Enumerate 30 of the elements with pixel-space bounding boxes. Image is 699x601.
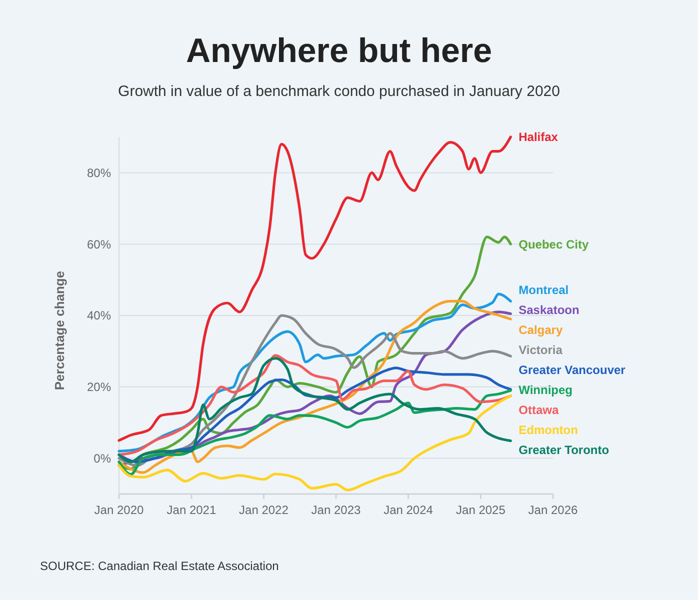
x-tick-label: Jan 2021 — [166, 503, 216, 517]
y-tick-label: 40% — [86, 308, 112, 323]
source-note: SOURCE: Canadian Real Estate Association — [40, 559, 279, 573]
y-tick-label: 20% — [86, 380, 112, 394]
y-tick-label: 60% — [86, 237, 112, 252]
series-label: Greater Toronto — [518, 443, 610, 458]
x-tick-label: Jan 2020 — [94, 503, 144, 517]
x-tick-label: Jan 2024 — [384, 503, 434, 517]
series-label: Winnipeg — [518, 383, 573, 398]
series-label: Saskatoon — [518, 303, 580, 318]
y-tick-label: 0% — [94, 452, 112, 466]
chart-subtitle: Growth in value of a benchmark condo purchased in January 2020 — [118, 83, 560, 100]
x-tick-label: Jan 2023 — [311, 503, 362, 517]
series-label: Halifax — [518, 130, 558, 144]
x-tick-label: Jan 2026 — [528, 503, 578, 517]
y-axis-title: Percentage change — [52, 270, 67, 390]
series-label: Calgary — [518, 323, 563, 338]
line-series — [118, 389, 512, 476]
line-series — [118, 394, 512, 492]
x-tick-label: Jan 2022 — [239, 503, 289, 517]
x-tick-label: Jan 2025 — [456, 503, 506, 517]
series-label: Greater Vancouver — [518, 363, 626, 378]
series-label: Ottawa — [518, 403, 559, 418]
series-label: Montreal — [518, 283, 569, 298]
chart-title: Anywhere but here — [186, 32, 492, 70]
text: Edmonton — [518, 423, 578, 438]
y-tick-label: 80% — [86, 166, 112, 180]
series-label: Quebec City — [518, 237, 589, 252]
series-label: Victoria — [518, 343, 563, 358]
line-series — [118, 136, 512, 442]
